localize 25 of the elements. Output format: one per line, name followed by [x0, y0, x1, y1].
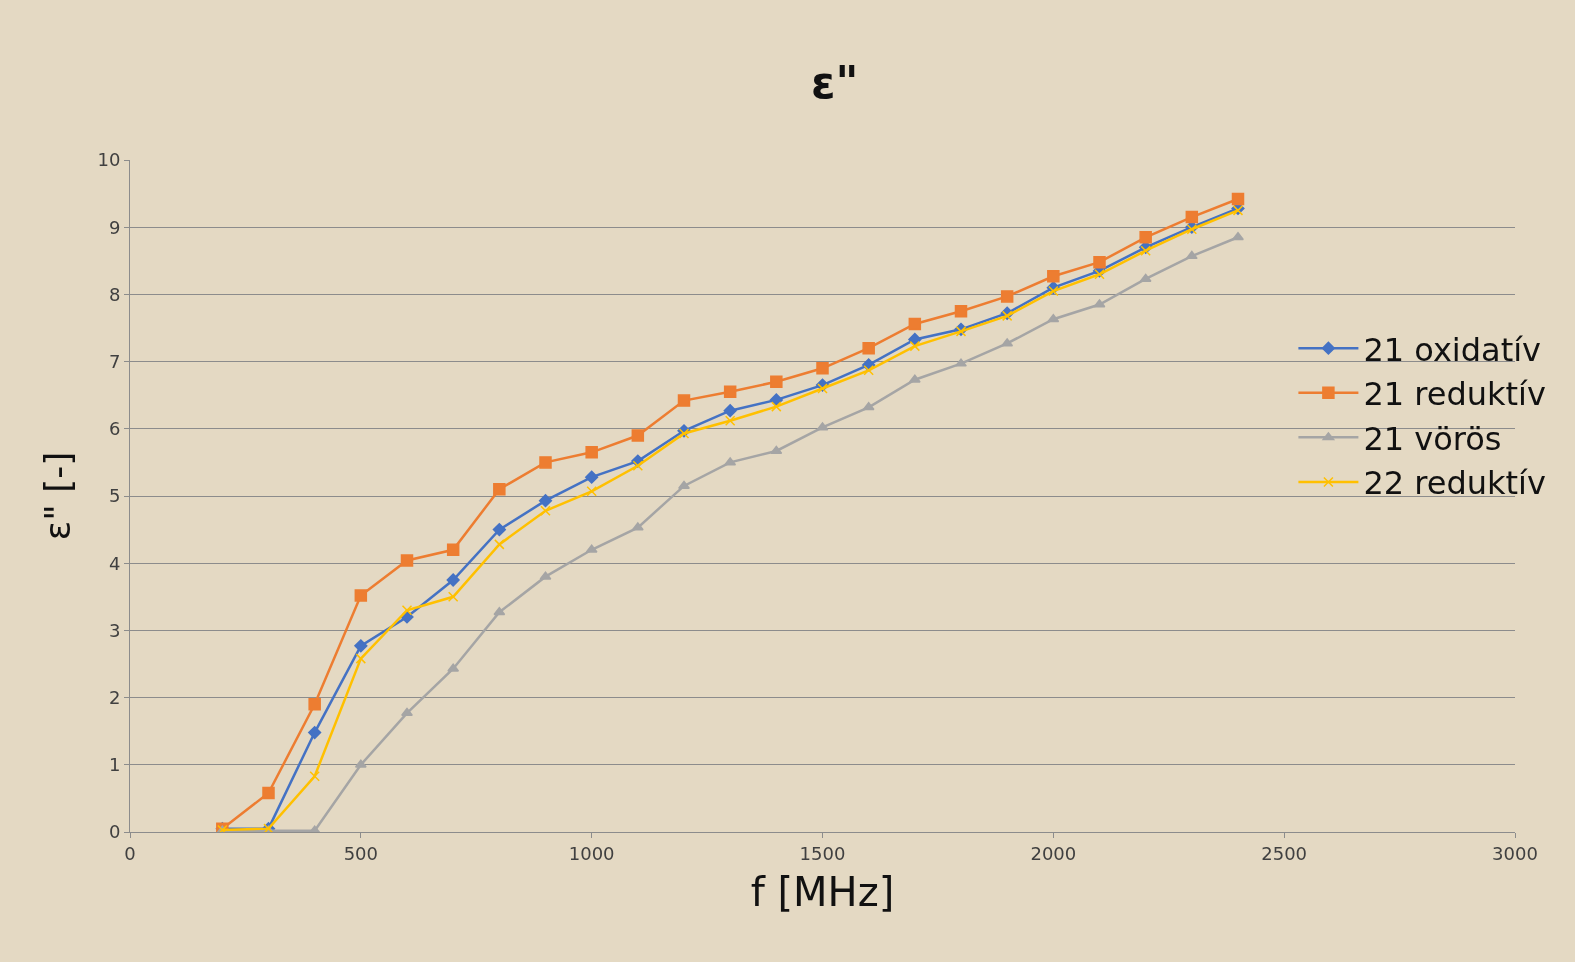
x-axis-title: f [MHz] [750, 869, 895, 916]
y-tick-label: 0 [108, 821, 121, 843]
y-tick-label: 5 [108, 485, 121, 507]
legend-label: 21 vörös [1363, 419, 1502, 458]
x-tick-label: 500 [343, 842, 379, 864]
legend-label: 21 reduktív [1363, 375, 1546, 414]
legend-label: 21 oxidatív [1363, 330, 1542, 369]
x-tick-label: 0 [124, 842, 136, 864]
y-tick-label: 4 [108, 552, 121, 574]
y-tick-label: 6 [108, 418, 121, 440]
y-tick-label: 8 [108, 283, 121, 305]
y-tick-label: 7 [108, 350, 121, 372]
x-tick-label: 2000 [1030, 842, 1077, 864]
y-tick-label: 1 [108, 754, 121, 776]
x-tick-label: 3000 [1492, 842, 1538, 864]
x-tick-label: 1500 [799, 842, 846, 864]
x-tick-label: 1000 [568, 842, 615, 864]
legend-label: 22 reduktív [1363, 464, 1546, 503]
chart-title: ε" [811, 57, 859, 109]
y-tick-label: 2 [108, 686, 121, 708]
y-tick-label: 10 [97, 149, 121, 171]
y-tick-label: 9 [108, 216, 121, 238]
y-axis-title: ε" [-] [37, 451, 79, 541]
x-tick-label: 2500 [1261, 842, 1308, 864]
y-tick-label: 3 [108, 619, 121, 641]
